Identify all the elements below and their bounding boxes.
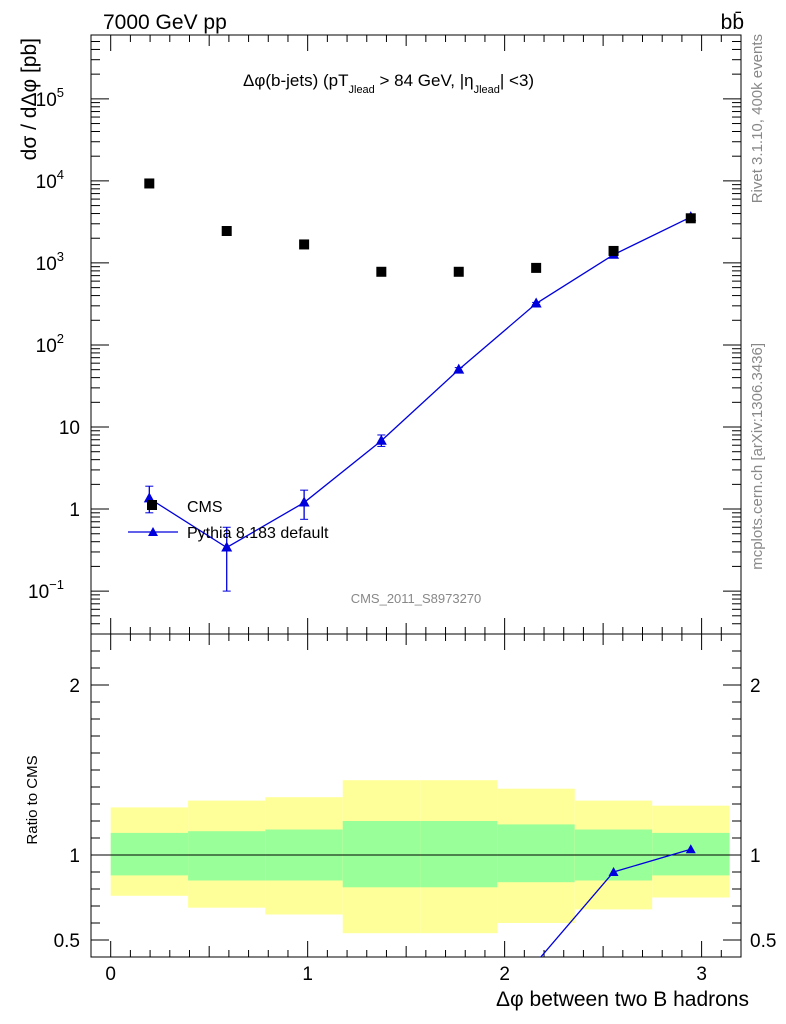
ratio-tick-label-left: 2 [69,676,80,697]
x-axis-label: Δφ between two B hadrons [496,988,749,1011]
legend-cms-label: CMS [187,499,223,516]
header-right: bb̄ [721,11,744,34]
cms-point [221,226,232,237]
chart-title: Δφ(b-jets) (pTJlead > 84 GeV, |ηJlead| <… [243,71,534,96]
ratio-tick-label-left: 1 [69,846,80,867]
title-sub-2: Jlead [474,84,500,96]
y-tick-label: 102 [36,331,64,357]
cms-point [685,213,696,224]
side-text-rivet: Rivet 3.1.10, 400k events [749,34,766,203]
header-left: 7000 GeV pp [103,11,227,34]
x-tick-label: 0 [105,964,116,985]
title-part-post: | <3) [500,71,534,90]
x-tick-label: 3 [696,964,707,985]
legend: CMS Pythia 8.183 default [128,499,329,542]
ratio-band-green-0 [110,832,189,876]
pythia-line [148,216,692,549]
ratio-pythia-point [608,867,619,876]
legend-cms-marker [147,500,157,510]
cms-point [144,178,155,189]
ratio-uncertainty-bands [110,780,730,934]
pythia-point [375,434,387,445]
ratio-tick-label-left: 0.5 [54,931,80,952]
pythia-point [143,492,155,503]
ratio-band-green-5 [497,824,575,883]
legend-pythia-marker [148,527,158,536]
cms-point [608,245,619,256]
y-tick-label: 10 [59,418,80,439]
y-tick-label: 103 [36,249,64,275]
y-axis-label: dσ / dΔφ [pb] [18,38,41,160]
cms-point [299,239,310,250]
ratio-tick-label-right: 0.5 [750,931,776,952]
pythia-point [221,541,233,552]
pythia-point [530,297,542,308]
legend-pythia-label: Pythia 8.183 default [187,525,329,542]
y-tick-label: 105 [36,85,64,111]
plot-frames [90,34,742,958]
ratio-plot-frame [90,633,742,958]
ratio-band-green-7 [652,832,730,876]
tick-labels: 0 1 2 3 10−1 1 10 102 103 104 105 0.5 0.5 1 1 2 2 [28,85,776,985]
side-text-mcplots: mcplots.cern.ch [arXiv:1306.3436] [749,343,766,570]
ratio-band-green-3 [342,821,421,888]
cms-point [531,262,542,273]
cms-point [376,266,387,277]
title-part-mid: > 84 GeV, |η [375,71,474,90]
cms-point [453,266,464,277]
y-tick-label: 104 [36,167,64,193]
ratio-tick-label-right: 2 [750,676,761,697]
axis-ticks [90,34,742,958]
y-tick-label: 1 [69,500,80,521]
data-marks [143,178,697,876]
ratio-pythia-point [685,844,696,854]
main-plot-frame [90,34,742,635]
series-lines [148,216,692,957]
ratio-tick-label-right: 1 [750,846,761,867]
y-tick-label: 10−1 [28,577,64,603]
analysis-watermark: CMS_2011_S8973270 [351,591,482,606]
x-tick-label: 2 [499,964,510,985]
pythia-point [298,496,310,507]
ratio-band-green-4 [420,821,498,888]
ratio-band-green-1 [188,831,266,881]
ratio-axis-label: Ratio to CMS [24,755,41,844]
title-sub-1: Jlead [349,84,375,96]
pythia-point [453,363,465,374]
title-part-pre: Δφ(b-jets) (pT [243,71,349,90]
ratio-pythia-line [539,848,691,957]
x-tick-label: 1 [302,964,313,985]
